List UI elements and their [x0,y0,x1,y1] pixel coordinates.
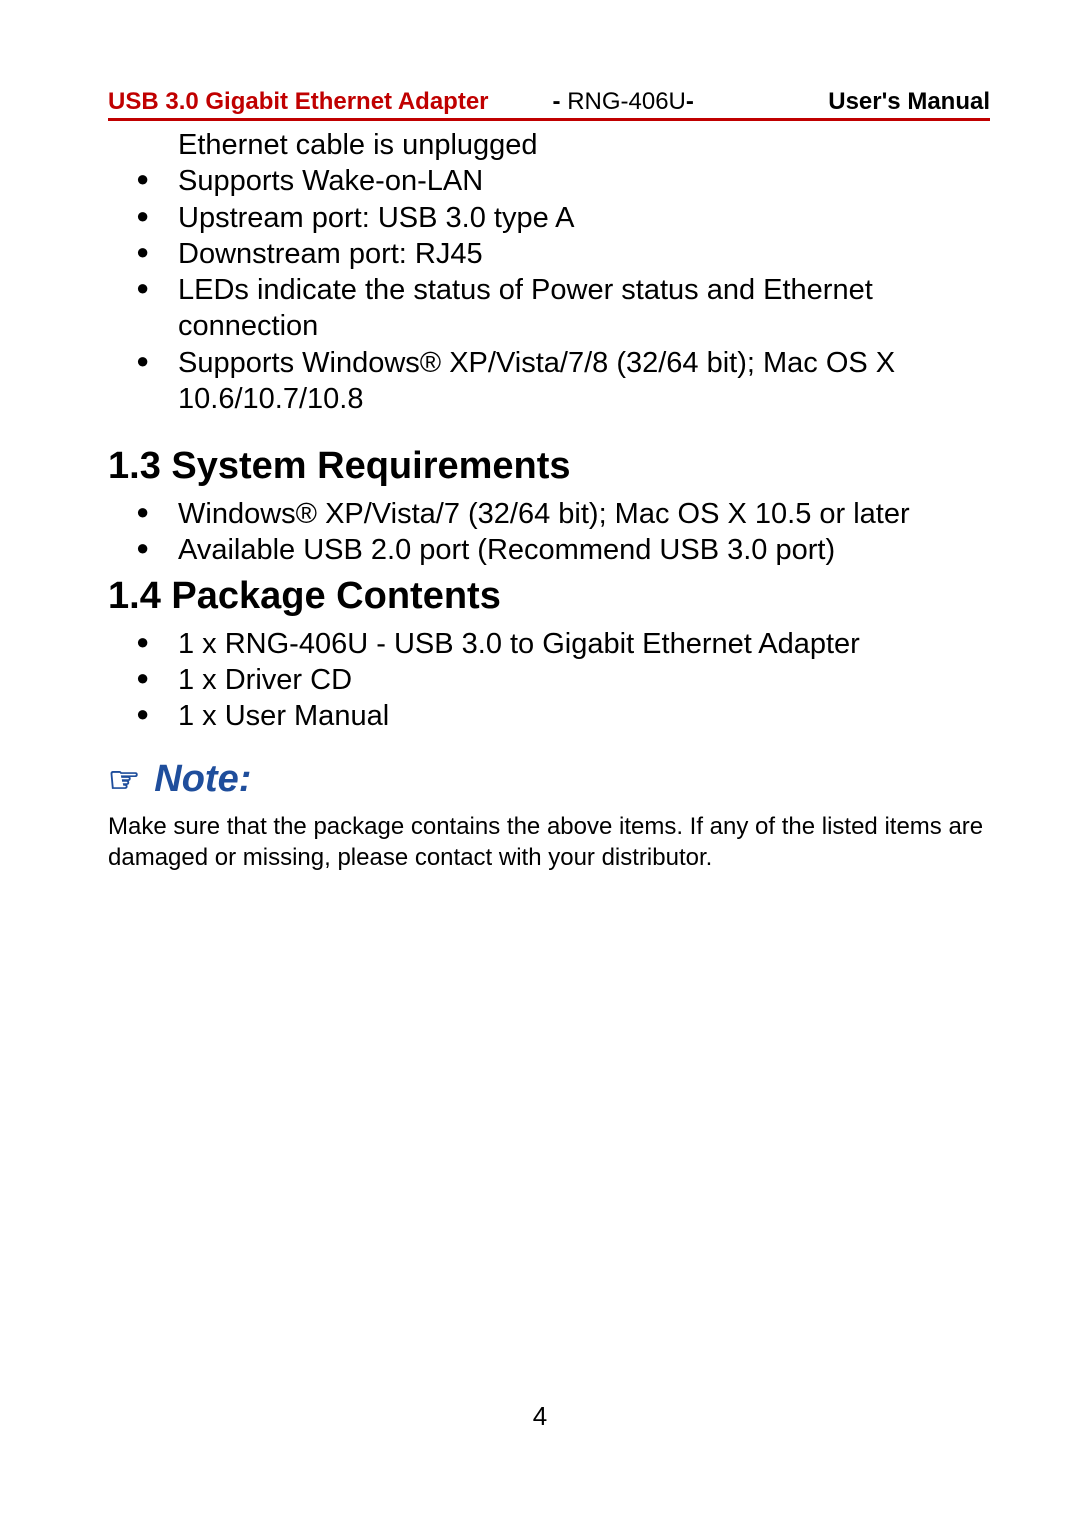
pointing-hand-icon: ☞ [108,762,140,798]
list-item: Available USB 2.0 port (Recommend USB 3.… [136,532,990,568]
note-body: Make sure that the package contains the … [108,811,990,873]
manual-page: USB 3.0 Gigabit Ethernet Adapter - RNG-4… [0,0,1080,934]
page-header: USB 3.0 Gigabit Ethernet Adapter - RNG-4… [108,88,990,121]
list-item: Supports Wake-on-LAN [136,163,990,199]
features-list-continued: Supports Wake-on-LAN Upstream port: USB … [136,163,990,417]
continuation-text: Ethernet cable is unplugged [178,127,990,163]
header-product-name: USB 3.0 Gigabit Ethernet Adapter [108,88,489,116]
header-model: - RNG-406U- [553,88,694,116]
header-mid-prefix: - [553,88,568,115]
list-item: Upstream port: USB 3.0 type A [136,200,990,236]
list-item: Downstream port: RJ45 [136,236,990,272]
list-item: 1 x RNG-406U - USB 3.0 to Gigabit Ethern… [136,626,990,662]
list-item: 1 x User Manual [136,698,990,734]
header-mid-model: RNG-406U [567,88,686,115]
header-manual-label: User's Manual [828,88,990,116]
list-item: Supports Windows® XP/Vista/7/8 (32/64 bi… [136,345,990,418]
page-number: 4 [0,1401,1080,1432]
note-heading: ☞ Note: [108,758,990,801]
list-item: LEDs indicate the status of Power status… [136,272,990,345]
list-item: 1 x Driver CD [136,662,990,698]
sysreq-list: Windows® XP/Vista/7 (32/64 bit); Mac OS … [136,496,990,569]
section-heading-sysreq: 1.3 System Requirements [108,445,990,488]
header-mid-suffix: - [686,88,694,115]
note-label: Note: [154,758,251,801]
pkg-list: 1 x RNG-406U - USB 3.0 to Gigabit Ethern… [136,626,990,735]
list-item: Windows® XP/Vista/7 (32/64 bit); Mac OS … [136,496,990,532]
section-heading-pkg: 1.4 Package Contents [108,575,990,618]
